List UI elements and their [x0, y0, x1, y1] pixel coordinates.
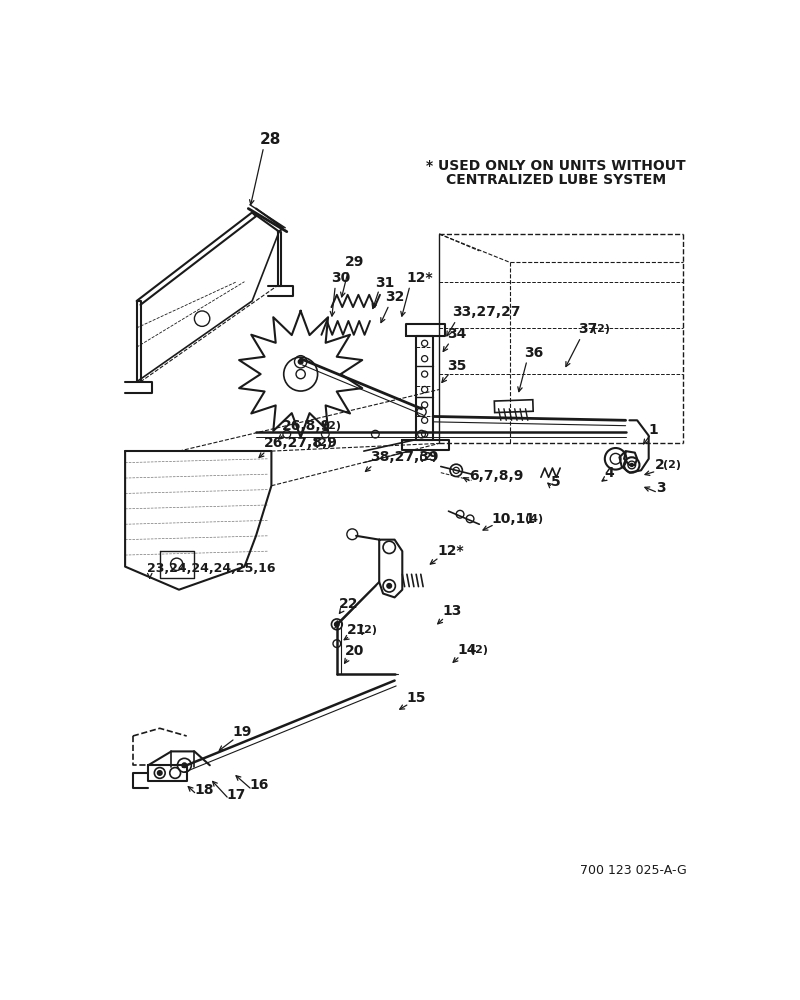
- Text: 29: 29: [345, 255, 364, 269]
- Text: 23,24,24,24,25,16: 23,24,24,24,25,16: [146, 562, 275, 575]
- Circle shape: [158, 771, 162, 775]
- Text: 12*: 12*: [407, 271, 434, 285]
- Text: 35: 35: [447, 359, 466, 373]
- Bar: [494, 400, 533, 413]
- Text: 30: 30: [331, 271, 350, 285]
- Circle shape: [298, 359, 303, 364]
- Text: 28: 28: [260, 132, 282, 147]
- Text: (2): (2): [323, 421, 341, 431]
- Text: * USED ONLY ON UNITS WITHOUT: * USED ONLY ON UNITS WITHOUT: [426, 159, 686, 173]
- Text: (4): (4): [526, 514, 544, 524]
- Circle shape: [334, 622, 339, 627]
- Text: 21: 21: [347, 623, 366, 637]
- Text: 20: 20: [346, 644, 365, 658]
- Text: CENTRALIZED LUBE SYSTEM: CENTRALIZED LUBE SYSTEM: [446, 173, 666, 187]
- Text: (2): (2): [359, 625, 377, 635]
- Text: 17: 17: [226, 788, 246, 802]
- Text: (2): (2): [662, 460, 681, 470]
- Text: (2): (2): [592, 324, 610, 334]
- Text: 10,11: 10,11: [492, 512, 536, 526]
- Text: 16: 16: [250, 778, 270, 792]
- Text: (2): (2): [314, 438, 332, 448]
- Text: 2: 2: [655, 458, 665, 472]
- Text: (2): (2): [470, 645, 488, 655]
- Text: 34: 34: [447, 327, 466, 341]
- Text: 13: 13: [442, 604, 462, 618]
- Text: 12*: 12*: [437, 544, 463, 558]
- Text: 4: 4: [604, 466, 614, 480]
- Text: 26,27,8,9: 26,27,8,9: [264, 436, 338, 450]
- Text: 26,8,9: 26,8,9: [282, 419, 330, 433]
- Text: (2): (2): [419, 452, 438, 462]
- Text: 1: 1: [649, 423, 658, 437]
- Text: 3: 3: [656, 481, 666, 495]
- Circle shape: [387, 584, 391, 588]
- Text: 31: 31: [375, 276, 394, 290]
- Text: 15: 15: [407, 690, 426, 704]
- Text: 38,27,39: 38,27,39: [370, 450, 438, 464]
- Circle shape: [182, 763, 186, 768]
- Text: 6,7,8,9: 6,7,8,9: [470, 469, 524, 483]
- Text: 700 123 025-A-G: 700 123 025-A-G: [580, 864, 686, 877]
- Circle shape: [630, 463, 634, 466]
- Text: 33,27,27: 33,27,27: [452, 306, 521, 320]
- Text: 18: 18: [194, 783, 214, 797]
- Text: 14: 14: [458, 643, 478, 657]
- Text: 5: 5: [551, 475, 561, 489]
- Text: 36: 36: [524, 346, 543, 360]
- Text: 22: 22: [339, 597, 358, 611]
- Text: 37: 37: [578, 322, 597, 336]
- Text: 32: 32: [386, 290, 405, 304]
- Text: 19: 19: [233, 725, 252, 739]
